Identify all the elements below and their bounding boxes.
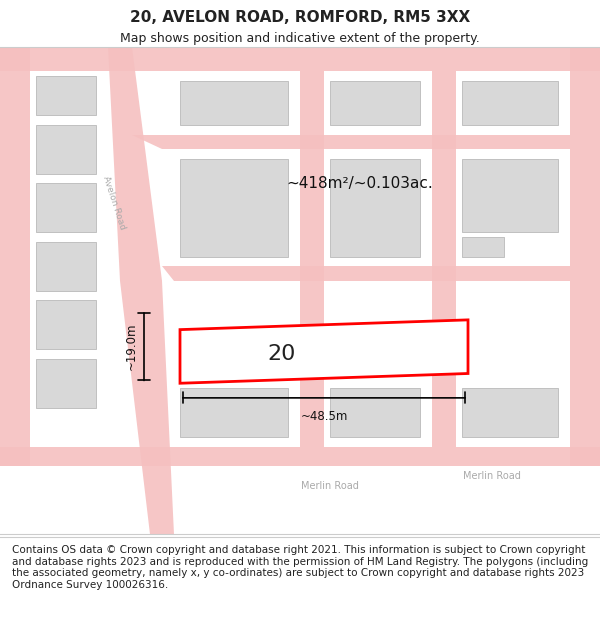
FancyBboxPatch shape xyxy=(36,125,96,174)
Polygon shape xyxy=(432,71,456,447)
Text: Avelon Road: Avelon Road xyxy=(101,175,127,231)
Text: 20: 20 xyxy=(268,344,296,364)
Text: ~19.0m: ~19.0m xyxy=(125,323,138,371)
FancyBboxPatch shape xyxy=(330,388,420,437)
FancyBboxPatch shape xyxy=(330,81,420,125)
Polygon shape xyxy=(570,47,600,466)
Text: Map shows position and indicative extent of the property.: Map shows position and indicative extent… xyxy=(120,32,480,45)
Text: ~48.5m: ~48.5m xyxy=(301,410,347,423)
FancyBboxPatch shape xyxy=(36,242,96,291)
Polygon shape xyxy=(108,47,174,534)
Text: Merlin Road: Merlin Road xyxy=(301,481,359,491)
Text: ~418m²/~0.103ac.: ~418m²/~0.103ac. xyxy=(287,176,433,191)
FancyBboxPatch shape xyxy=(462,159,558,232)
FancyBboxPatch shape xyxy=(36,76,96,115)
FancyBboxPatch shape xyxy=(180,81,288,125)
Text: Contains OS data © Crown copyright and database right 2021. This information is : Contains OS data © Crown copyright and d… xyxy=(12,545,588,590)
FancyBboxPatch shape xyxy=(36,183,96,232)
FancyBboxPatch shape xyxy=(36,301,96,349)
FancyBboxPatch shape xyxy=(330,159,420,256)
Polygon shape xyxy=(0,47,600,71)
FancyBboxPatch shape xyxy=(180,388,288,437)
Polygon shape xyxy=(300,71,324,447)
FancyBboxPatch shape xyxy=(180,159,288,256)
Text: Merlin Road: Merlin Road xyxy=(463,471,521,481)
FancyBboxPatch shape xyxy=(462,237,504,256)
Polygon shape xyxy=(132,134,570,149)
Polygon shape xyxy=(0,47,30,466)
Text: 20, AVELON ROAD, ROMFORD, RM5 3XX: 20, AVELON ROAD, ROMFORD, RM5 3XX xyxy=(130,10,470,25)
FancyBboxPatch shape xyxy=(462,81,558,125)
FancyBboxPatch shape xyxy=(36,359,96,408)
FancyBboxPatch shape xyxy=(462,388,558,437)
Polygon shape xyxy=(162,266,570,281)
Polygon shape xyxy=(180,320,468,383)
Polygon shape xyxy=(0,447,600,466)
